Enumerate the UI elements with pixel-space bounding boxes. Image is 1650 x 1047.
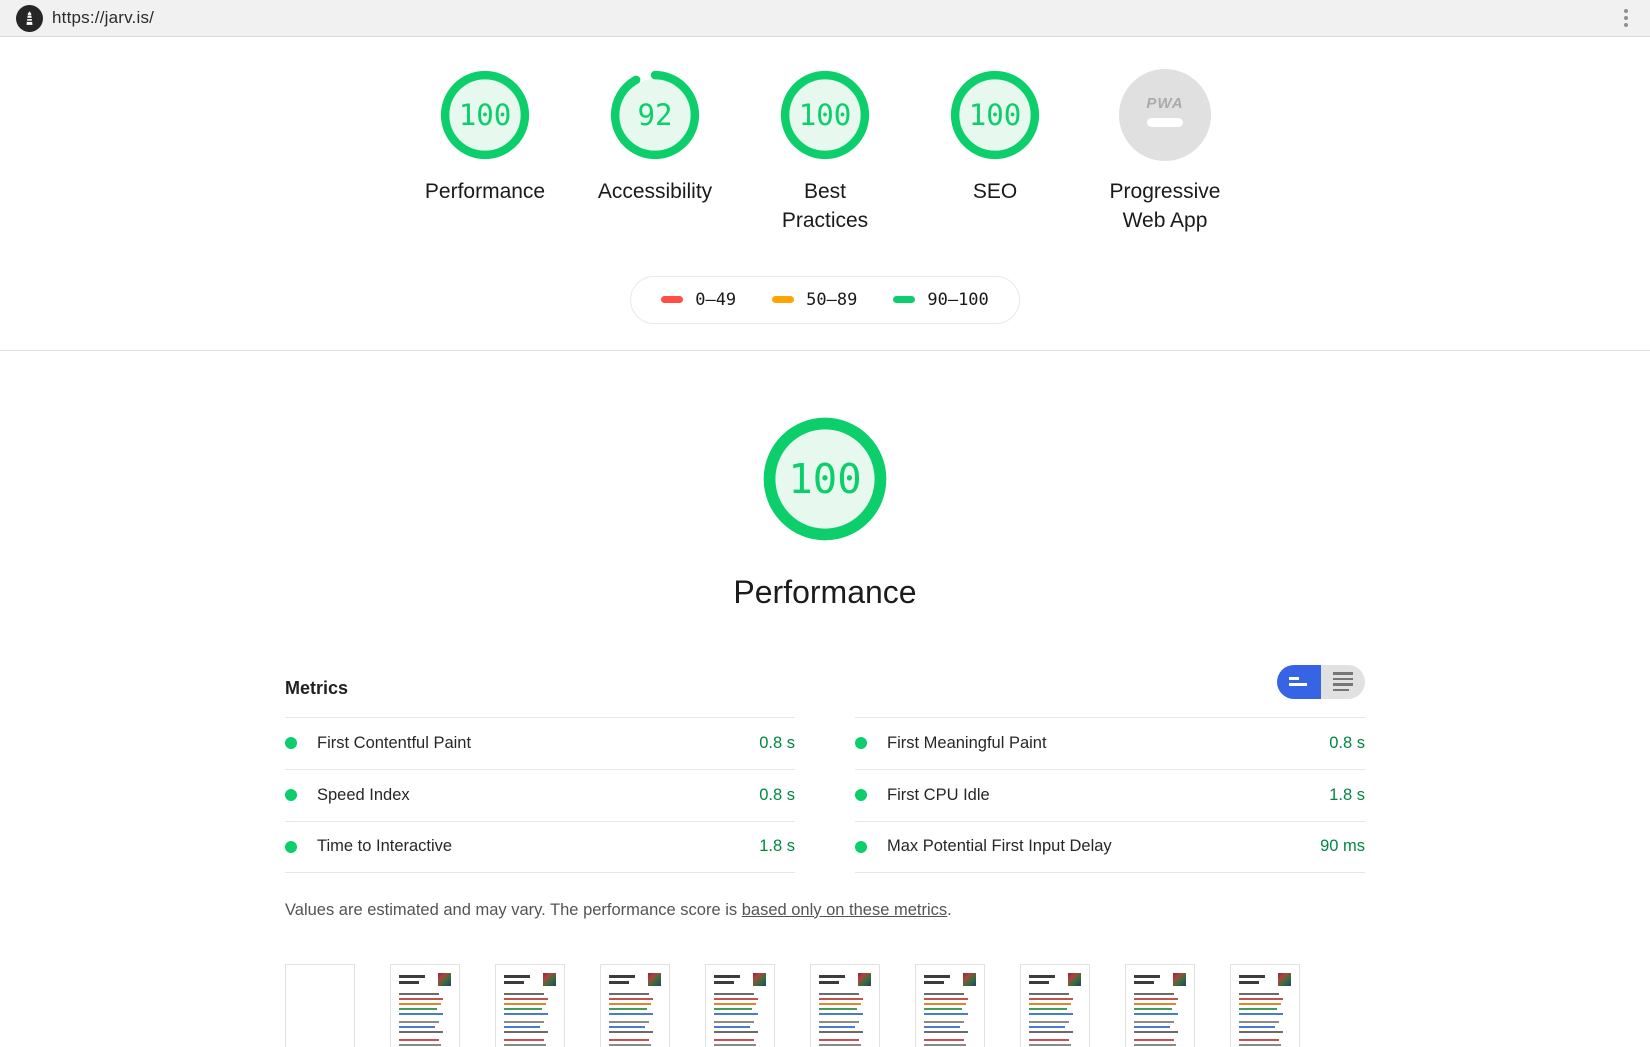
average-range-icon (772, 296, 795, 304)
gauge-label: Best Practices (781, 180, 869, 233)
pass-range-icon (893, 296, 916, 304)
condensed-view-button[interactable] (1277, 664, 1321, 699)
best-practices-gauge-icon: 100 (780, 70, 870, 160)
pwa-dash-icon (1147, 118, 1183, 127)
gauge-row: 100 Performance 92 Accessibility 100 Bes… (0, 69, 1650, 236)
pwa-badge-text: PWA (1146, 95, 1184, 112)
gauge-best-practices[interactable]: 100 Best Practices (740, 69, 910, 236)
accessibility-gauge-icon: 92 (610, 70, 700, 160)
metrics-disclaimer: Values are estimated and may vary. The p… (285, 900, 952, 919)
gauge-label: Progressive Web App (1109, 180, 1221, 233)
gauge-label: Performance (424, 180, 546, 203)
svg-text:100: 100 (788, 455, 861, 503)
pass-dot-icon (855, 737, 867, 750)
condensed-view-icon (1289, 677, 1299, 681)
performance-gauge-icon: 100 (440, 70, 530, 160)
svg-text:100: 100 (459, 98, 512, 132)
filmstrip-frame-page (705, 963, 775, 1047)
gauge-seo[interactable]: 100 SEO (910, 69, 1080, 206)
metrics-disclaimer-link[interactable]: based only on these metrics (741, 900, 948, 919)
pass-dot-icon (285, 737, 297, 750)
scores-summary-section: 100 Performance 92 Accessibility 100 Bes… (0, 37, 1650, 351)
pass-dot-icon (285, 789, 297, 802)
gauge-accessibility[interactable]: 92 Accessibility (570, 69, 740, 206)
legend-item-pass: 90–100 (893, 290, 989, 310)
metric-row-first-contentful-paint: First Contentful Paint 0.8 s (285, 716, 795, 769)
pwa-badge-icon: PWA (1119, 69, 1211, 161)
filmstrip-frame-page (915, 963, 985, 1047)
metrics-column-left: First Contentful Paint 0.8 s Speed Index… (285, 716, 795, 873)
filmstrip-frame-page (1020, 963, 1090, 1047)
pass-dot-icon (855, 840, 867, 853)
filmstrip-frame-page (600, 963, 670, 1047)
metric-row-first-cpu-idle: First CPU Idle 1.8 s (855, 768, 1365, 821)
filmstrip-frame-page (1230, 963, 1300, 1047)
svg-text:92: 92 (637, 98, 672, 132)
metrics-column-right: First Meaningful Paint 0.8 s First CPU I… (855, 716, 1365, 873)
filmstrip-frame-page (390, 963, 460, 1047)
metrics-heading: Metrics (285, 677, 349, 698)
metric-row-speed-index: Speed Index 0.8 s (285, 768, 795, 821)
kebab-menu-icon[interactable] (1618, 5, 1634, 31)
score-legend: 0–49 50–89 90–100 (0, 275, 1650, 324)
gauge-pwa[interactable]: PWA Progressive Web App (1080, 69, 1250, 236)
seo-gauge-icon: 100 (950, 70, 1040, 160)
filmstrip-frame-page (1125, 963, 1195, 1047)
list-view-icon (1333, 672, 1353, 675)
metrics-section: Metrics First Contentful Paint 0.8 s (285, 664, 1365, 1047)
filmstrip-frame-page (495, 963, 565, 1047)
filmstrip (285, 963, 1365, 1047)
metrics-view-toggle[interactable] (1277, 664, 1365, 699)
metrics-table: First Contentful Paint 0.8 s Speed Index… (285, 716, 1365, 873)
fail-range-icon (661, 296, 684, 304)
filmstrip-frame-blank (285, 963, 355, 1047)
score-legend-pill: 0–49 50–89 90–100 (630, 275, 1020, 324)
pass-dot-icon (285, 840, 297, 853)
metric-row-time-to-interactive: Time to Interactive 1.8 s (285, 820, 795, 873)
svg-text:100: 100 (799, 98, 852, 132)
list-view-button[interactable] (1321, 664, 1365, 699)
gauge-label: SEO (972, 180, 1018, 203)
lighthouse-icon (16, 4, 43, 32)
pass-dot-icon (855, 789, 867, 802)
legend-item-fail: 0–49 (661, 290, 736, 310)
report-url[interactable]: https://jarv.is/ (52, 8, 155, 27)
category-title: Performance (733, 573, 917, 610)
filmstrip-frame-page (810, 963, 880, 1047)
performance-category-gauge-icon: 100 (763, 417, 887, 541)
svg-text:100: 100 (969, 98, 1022, 132)
metric-row-first-meaningful-paint: First Meaningful Paint 0.8 s (855, 716, 1365, 769)
performance-category-section: 100 Performance (0, 351, 1650, 611)
gauge-performance[interactable]: 100 Performance (400, 69, 570, 206)
browser-topbar: https://jarv.is/ (0, 0, 1650, 37)
gauge-label: Accessibility (597, 180, 713, 203)
metric-row-max-potential-fid: Max Potential First Input Delay 90 ms (855, 820, 1365, 873)
legend-item-average: 50–89 (772, 290, 857, 310)
